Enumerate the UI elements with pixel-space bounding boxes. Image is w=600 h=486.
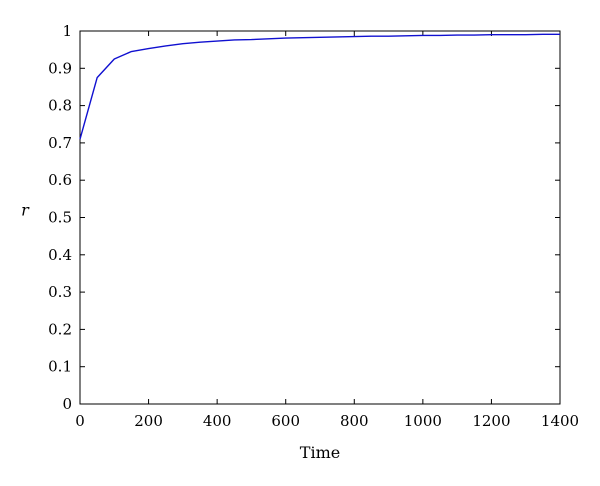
y-tick-label: 0.7 bbox=[48, 134, 72, 152]
x-tick-label: 1000 bbox=[404, 412, 442, 430]
y-axis-ticks: 0 0.1 0.2 0.3 0.4 0.5 0.6 0.7 0.8 0.9 1 bbox=[48, 22, 560, 413]
y-tick-label: 0.4 bbox=[48, 246, 72, 264]
y-tick-label: 0 bbox=[62, 395, 72, 413]
x-tick-label: 600 bbox=[271, 412, 300, 430]
series-layer bbox=[79, 33, 560, 140]
x-tick-label: 800 bbox=[340, 412, 369, 430]
x-tick-label: 0 bbox=[75, 412, 85, 430]
plot-area-frame bbox=[79, 30, 561, 405]
y-tick-label: 0.1 bbox=[48, 358, 72, 376]
y-tick-label: 0.2 bbox=[48, 320, 72, 338]
y-tick-label: 0.5 bbox=[48, 209, 72, 227]
x-tick-label: 1400 bbox=[541, 412, 579, 430]
x-axis-label: Time bbox=[300, 443, 340, 462]
x-tick-label: 1200 bbox=[472, 412, 510, 430]
y-tick-label: 0.8 bbox=[48, 97, 72, 115]
y-tick-label: 0.9 bbox=[48, 59, 72, 77]
x-axis-ticks: 0 200 400 600 800 1000 1200 1400 bbox=[75, 31, 579, 430]
series-line bbox=[79, 33, 560, 140]
y-axis-label: r bbox=[21, 201, 30, 220]
y-tick-label: 0.3 bbox=[48, 283, 72, 301]
x-tick-label: 400 bbox=[203, 412, 232, 430]
y-tick-label: 0.6 bbox=[48, 171, 72, 189]
y-tick-label: 1 bbox=[62, 22, 72, 40]
x-tick-label: 200 bbox=[134, 412, 163, 430]
